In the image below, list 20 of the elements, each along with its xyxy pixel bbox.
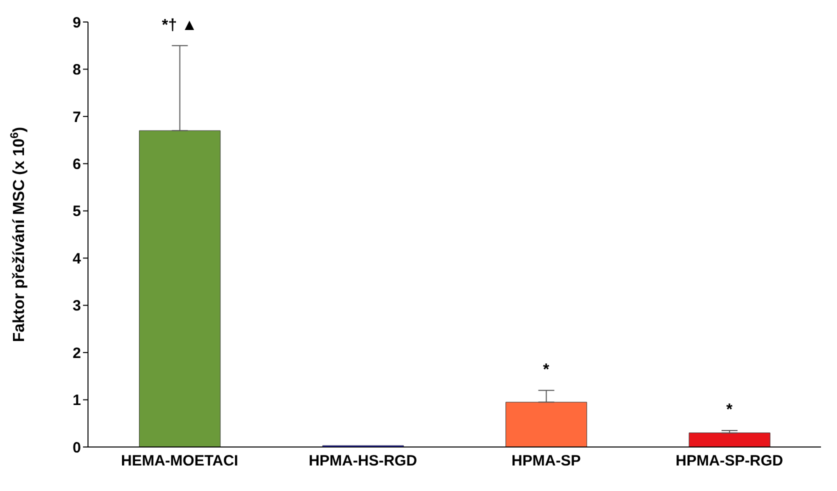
bar: [139, 130, 221, 447]
bar: [506, 402, 588, 447]
y-tick-label: 1: [72, 392, 81, 410]
x-tick-label: HPMA-SP-RGD: [676, 452, 784, 470]
y-tick-label: 0: [72, 439, 81, 456]
y-tick-label: 3: [72, 298, 81, 315]
y-tick-label: 6: [72, 156, 81, 173]
x-tick-label: HPMA-HS-RGD: [308, 452, 418, 470]
y-tick-label: 4: [72, 250, 82, 268]
annotation: *: [543, 362, 550, 379]
x-tick-label: HPMA-SP: [512, 452, 581, 470]
x-tick-label: HEMA-MOETACI: [121, 452, 238, 470]
y-tick-label: 2: [72, 344, 81, 362]
y-tick-label: 7: [72, 108, 81, 126]
bar: [688, 432, 770, 447]
y-tick-label: 9: [72, 14, 81, 32]
annotation: *† ▲: [162, 16, 198, 34]
y-tick-label: 5: [72, 203, 81, 220]
annotation: *: [726, 402, 734, 419]
y-tick-label: 8: [72, 62, 81, 79]
